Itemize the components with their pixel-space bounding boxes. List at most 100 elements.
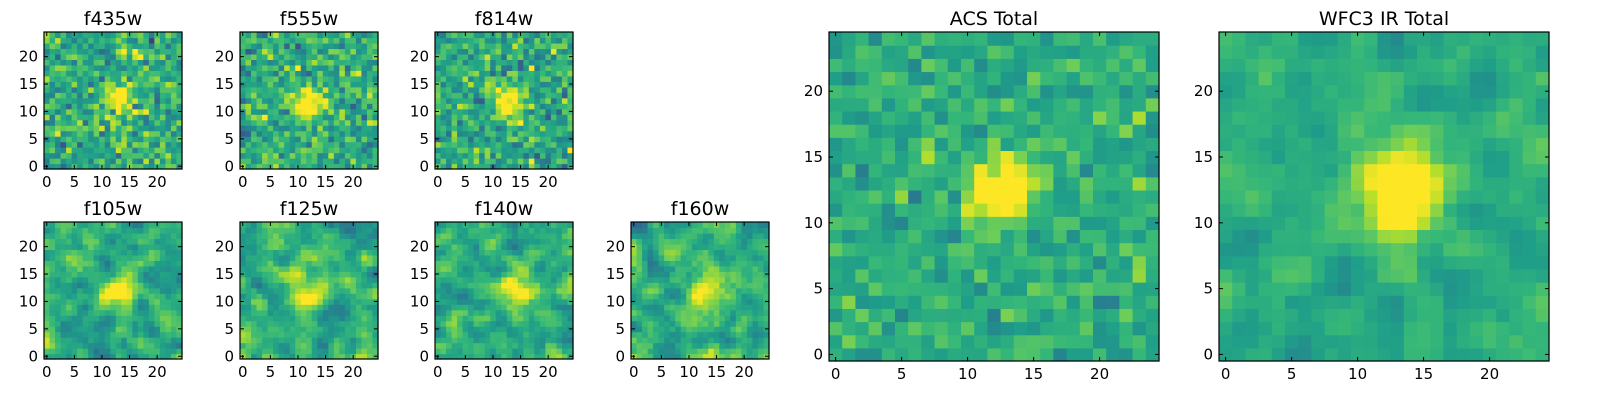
heatmap-cell [143, 232, 150, 240]
heatmap-cell [240, 92, 247, 99]
heatmap-cell [517, 152, 524, 159]
heatmap-cell [495, 222, 502, 229]
heatmap-cell [115, 119, 122, 126]
heatmap-cell [267, 125, 274, 132]
heatmap-cell [468, 304, 475, 311]
heatmap-cell [278, 309, 285, 316]
heatmap-cell [132, 249, 139, 256]
heatmap-cell [289, 108, 296, 115]
heatmap-cell [251, 276, 258, 283]
heatmap-cell [556, 282, 563, 289]
heatmap-cell [306, 130, 313, 137]
heatmap-cell [1013, 295, 1028, 309]
heatmap-cell [251, 232, 258, 240]
heatmap-cell [435, 331, 442, 338]
heatmap-cell [273, 276, 280, 283]
heatmap-cell [451, 48, 458, 55]
heatmap-cell [881, 150, 896, 165]
heatmap-cell [561, 243, 569, 250]
heatmap-cell [881, 255, 896, 270]
heatmap-cell [251, 243, 258, 250]
heatmap-cell [545, 260, 552, 267]
heatmap-cell [523, 114, 530, 121]
heatmap-cell [143, 337, 150, 344]
heatmap-cell [366, 86, 374, 93]
heatmap-cell [267, 348, 274, 355]
heatmap-cell [115, 32, 122, 39]
heatmap-cell [501, 125, 508, 132]
y-tick-label: 5 [419, 130, 429, 148]
heatmap-cell [311, 32, 318, 39]
heatmap-cell [446, 108, 453, 115]
heatmap-cell [934, 347, 949, 362]
heatmap-cell [132, 348, 139, 355]
heatmap-cell [170, 125, 178, 132]
heatmap-cell [132, 320, 139, 327]
heatmap-cell [267, 130, 274, 137]
heatmap-cell [735, 326, 742, 333]
heatmap-cell [435, 141, 442, 148]
heatmap-cell [451, 70, 458, 77]
heatmap-cell [490, 130, 497, 137]
heatmap-cell [361, 282, 368, 289]
heatmap-cell [355, 152, 363, 159]
heatmap-cell [881, 229, 896, 244]
heatmap-cell [675, 298, 682, 305]
heatmap-cell [251, 81, 258, 88]
heatmap-cell [468, 309, 475, 316]
heatmap-cell [273, 70, 280, 77]
heatmap-cell [93, 86, 100, 93]
heatmap-cell [539, 158, 546, 165]
heatmap-cell [137, 37, 144, 44]
heatmap-cell [251, 249, 258, 256]
heatmap-cell [457, 276, 464, 283]
heatmap-cell [446, 326, 453, 333]
panel-title: f140w [475, 198, 534, 220]
heatmap-cell [71, 238, 78, 245]
heatmap-cell [1119, 216, 1134, 230]
heatmap-cell [245, 331, 252, 338]
heatmap-cell [757, 243, 765, 250]
heatmap-cell [60, 130, 67, 137]
heatmap-cell [567, 42, 574, 50]
heatmap-cell [451, 265, 458, 272]
heatmap-cell [479, 42, 486, 50]
heatmap-cell [148, 86, 155, 93]
x-tick-label: 0 [42, 173, 52, 191]
heatmap-cell [675, 282, 682, 289]
heatmap-cell [104, 331, 111, 338]
heatmap-cell [440, 119, 447, 126]
heatmap-cell [55, 141, 62, 148]
heatmap-cell [104, 249, 111, 256]
heatmap-cell [468, 243, 475, 250]
heatmap-cell [528, 48, 535, 55]
heatmap-cell [658, 293, 665, 300]
heatmap-cell [132, 331, 139, 338]
heatmap-cell [278, 326, 285, 333]
heatmap-cell [512, 158, 519, 165]
heatmap-cell [88, 337, 95, 344]
heatmap-cell [934, 308, 949, 323]
heatmap-cell [501, 136, 508, 143]
heatmap-cell [49, 222, 56, 229]
heatmap-cell [322, 331, 329, 338]
heatmap-cell [1066, 189, 1081, 204]
heatmap-cell [647, 254, 654, 261]
heatmap-cell [170, 249, 178, 256]
y-tick-label: 0 [224, 347, 234, 365]
heatmap-cell [545, 37, 552, 44]
heatmap-cell [115, 114, 122, 121]
heatmap-cell [501, 260, 508, 267]
heatmap-cell [355, 53, 363, 60]
heatmap-cell [446, 152, 453, 159]
heatmap-cell [278, 271, 285, 278]
heatmap-cell [512, 260, 519, 267]
heatmap-cell [355, 64, 363, 71]
heatmap-cell [110, 271, 117, 278]
heatmap-cell [273, 337, 280, 344]
heatmap-cell [344, 42, 351, 50]
heatmap-cell [1093, 334, 1107, 349]
heatmap-cell [104, 287, 111, 294]
heatmap-cell [295, 260, 302, 267]
heatmap-cell [730, 238, 737, 245]
